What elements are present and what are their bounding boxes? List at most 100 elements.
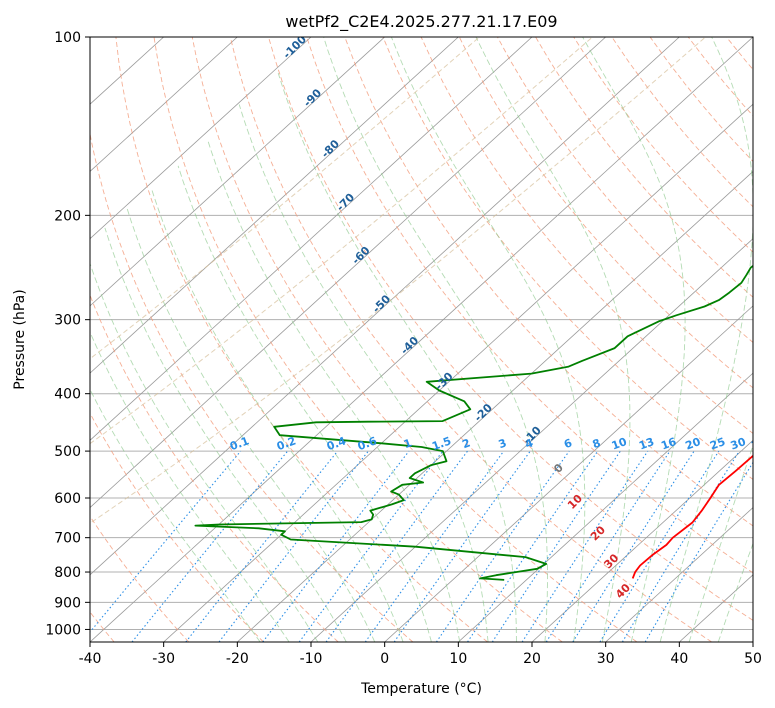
mixing-ratio-label: 0.6 bbox=[356, 434, 379, 453]
moist-adiabat-line bbox=[659, 37, 753, 642]
chart-title: wetPf2_C2E4.2025.277.21.17.E09 bbox=[285, 12, 557, 32]
x-tick-label: 10 bbox=[449, 651, 467, 667]
mixing-ratio-label: 6 bbox=[562, 436, 574, 451]
mixing-ratio-label: 10 bbox=[610, 435, 629, 453]
mixing-ratio-label: 16 bbox=[659, 435, 678, 453]
isotherm-line bbox=[90, 37, 753, 642]
x-tick-label: -30 bbox=[152, 651, 175, 667]
mixing-ratio-label: 30 bbox=[729, 435, 748, 453]
dry-adiabat-line bbox=[535, 37, 753, 298]
mixing-ratio-label: 4 bbox=[523, 436, 535, 451]
isotherm-line bbox=[531, 439, 753, 642]
isotherm-line bbox=[90, 37, 238, 172]
moist-adiabat-line bbox=[475, 37, 631, 642]
mixing-ratio-line bbox=[435, 450, 570, 642]
y-tick-label: 100 bbox=[54, 30, 81, 46]
mixing-ratio-line bbox=[467, 450, 599, 642]
dry-adiabat-line bbox=[497, 37, 753, 344]
mixing-ratio-label: 2 bbox=[461, 436, 473, 451]
y-tick-label: 300 bbox=[54, 313, 81, 329]
y-axis-label: Pressure (hPa) bbox=[12, 289, 28, 389]
mixing-ratio-label: 0.1 bbox=[228, 434, 251, 453]
moist-adiabat-line bbox=[688, 443, 753, 642]
mixing-ratio-label: 3 bbox=[497, 436, 509, 451]
moist-adiabat-line bbox=[126, 208, 376, 642]
mixing-ratio-line bbox=[90, 450, 242, 633]
dry-adiabat-line bbox=[306, 37, 753, 574]
mixing-ratio-line bbox=[572, 450, 695, 642]
moist-adiabat-line bbox=[207, 141, 461, 642]
mixing-ratio-label: 25 bbox=[708, 435, 727, 452]
mixing-ratio-label: 36 bbox=[749, 435, 768, 453]
isotherm-line bbox=[458, 372, 753, 642]
dry-adiabat-line bbox=[90, 131, 414, 642]
x-tick-label: 40 bbox=[670, 651, 688, 667]
mixing-ratio-line bbox=[545, 450, 671, 642]
reference-curve bbox=[90, 37, 593, 445]
moist-adiabat-line bbox=[582, 37, 686, 642]
mixing-ratio-line bbox=[298, 450, 444, 642]
x-tick-label: 50 bbox=[744, 651, 762, 667]
mixing-ratio-label: 1 bbox=[402, 436, 414, 451]
moist-adiabat-line bbox=[104, 227, 347, 642]
dry-adiabat-line bbox=[268, 37, 753, 621]
dry-adiabat-line bbox=[153, 37, 563, 642]
isotherm-line bbox=[90, 37, 680, 576]
dewpoint-trace bbox=[194, 264, 753, 581]
y-tick-label: 1000 bbox=[45, 622, 81, 638]
moist-adiabat-line bbox=[150, 188, 404, 642]
isotherm-line bbox=[90, 37, 533, 441]
mixing-ratio-line bbox=[491, 450, 621, 642]
moist-adiabat-line bbox=[323, 37, 548, 642]
mixing-ratio-label: 13 bbox=[637, 435, 656, 452]
reference-curve bbox=[90, 37, 480, 360]
isotherm-line bbox=[90, 37, 459, 374]
y-tick-label: 600 bbox=[54, 491, 81, 507]
x-tick-label: 0 bbox=[380, 651, 389, 667]
plot-frame bbox=[89, 36, 754, 643]
x-tick-label: -40 bbox=[79, 651, 102, 667]
mixing-ratio-line bbox=[262, 450, 410, 642]
dry-adiabat-line bbox=[229, 37, 712, 642]
x-tick-label: 30 bbox=[597, 651, 615, 667]
y-tick-label: 500 bbox=[54, 444, 81, 460]
mixing-ratio-line bbox=[364, 450, 505, 642]
x-tick-label: -10 bbox=[300, 651, 323, 667]
dry-adiabat-line bbox=[90, 412, 264, 642]
moist-adiabat-line bbox=[177, 165, 432, 642]
isotherm-line bbox=[605, 507, 753, 642]
y-tick-label: 400 bbox=[54, 387, 81, 403]
isotherm-line bbox=[90, 37, 312, 240]
moist-adiabat-line bbox=[90, 262, 319, 642]
dry-adiabat-line bbox=[420, 37, 753, 435]
moist-adiabat-line bbox=[90, 330, 290, 642]
mixing-ratio-line bbox=[393, 450, 531, 642]
isotherm-line bbox=[384, 305, 753, 642]
mixing-ratio-label: 0.2 bbox=[275, 434, 298, 453]
mixing-ratio-line bbox=[325, 450, 468, 642]
moist-adiabat-line bbox=[238, 104, 489, 642]
x-tick-label: 20 bbox=[523, 651, 541, 667]
dry-adiabat-line bbox=[191, 37, 638, 642]
isotherm-line bbox=[163, 103, 753, 642]
dry-adiabat-line bbox=[115, 37, 488, 642]
mixing-ratio-line bbox=[521, 450, 649, 642]
temperature-trace bbox=[631, 454, 753, 579]
mixing-ratio-label: 0.4 bbox=[325, 434, 348, 453]
y-tick-label: 800 bbox=[54, 565, 81, 581]
mixing-ratio-line bbox=[131, 450, 289, 642]
traces bbox=[194, 264, 753, 581]
dry-adiabat-line bbox=[382, 37, 753, 481]
y-tick-label: 900 bbox=[54, 595, 81, 611]
moist-adiabat-line bbox=[277, 72, 517, 642]
axes: -40 -30 -20 -10 0 10 20 30 40 5010020030040050060… bbox=[45, 30, 762, 667]
y-tick-label: 200 bbox=[54, 208, 81, 224]
mixing-ratio-label: 20 bbox=[684, 435, 703, 453]
isotherm-line bbox=[90, 37, 385, 307]
mixing-ratio-label: 8 bbox=[591, 436, 603, 451]
mixing-ratio-line bbox=[185, 450, 339, 642]
background-lines bbox=[90, 37, 753, 642]
moist-adiabat-line bbox=[390, 37, 586, 642]
dry-adiabat-line bbox=[344, 37, 753, 527]
